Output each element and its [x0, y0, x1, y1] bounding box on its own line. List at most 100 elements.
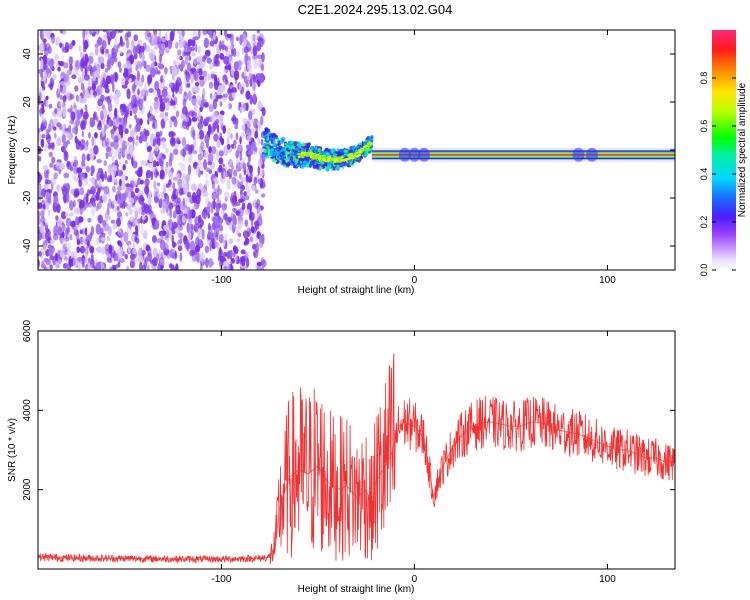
noise-speckle	[120, 49, 123, 55]
noise-speckle	[193, 103, 198, 112]
noise-speckle	[98, 179, 102, 188]
noise-speckle	[258, 124, 262, 132]
noise-speckle	[48, 197, 52, 204]
noise-speckle	[189, 240, 195, 252]
noise-speckle	[91, 71, 97, 82]
noise-speckle	[135, 255, 139, 263]
noise-speckle	[219, 217, 224, 224]
noise-speckle	[105, 75, 112, 85]
transition-blob	[297, 162, 301, 165]
noise-speckle	[236, 158, 240, 165]
noise-speckle	[178, 85, 183, 95]
noise-speckle	[85, 192, 89, 204]
noise-speckle	[211, 180, 216, 190]
noise-speckle	[41, 93, 46, 99]
noise-speckle	[69, 94, 75, 100]
noise-speckle	[222, 252, 227, 257]
transition-blob	[263, 148, 268, 154]
noise-speckle	[87, 79, 91, 90]
noise-speckle	[222, 239, 226, 247]
transition-blob	[330, 149, 334, 154]
noise-speckle	[140, 160, 147, 166]
colorbar-ticks: 0.0 0.2 0.4 0.6 0.8	[699, 72, 736, 276]
noise-speckle	[149, 105, 153, 115]
noise-speckle	[93, 112, 96, 120]
snr-x-label: Height of straight line (km)	[298, 584, 415, 595]
noise-speckle	[226, 127, 232, 138]
noise-speckle	[127, 243, 131, 254]
transition-blob	[351, 145, 356, 150]
noise-speckle	[153, 168, 159, 179]
noise-speckle	[119, 178, 122, 187]
noise-speckle	[186, 62, 191, 72]
noise-speckle	[197, 153, 203, 161]
noise-speckle	[55, 39, 58, 46]
noise-speckle	[186, 46, 192, 54]
noise-speckle	[210, 92, 213, 100]
noise-speckle	[198, 55, 203, 63]
noise-speckle	[84, 177, 89, 186]
noise-speckle	[168, 82, 174, 89]
noise-speckle	[256, 30, 260, 34]
noise-speckle	[98, 186, 105, 191]
noise-speckle	[141, 224, 144, 236]
noise-speckle	[111, 200, 118, 206]
noise-speckle	[158, 64, 164, 70]
noise-speckle	[231, 257, 235, 264]
noise-speckle	[106, 235, 111, 242]
carrier-bulge	[585, 147, 598, 162]
noise-speckle	[203, 159, 207, 170]
noise-speckle	[51, 156, 56, 164]
noise-speckle	[147, 252, 152, 262]
noise-speckle	[63, 141, 68, 149]
noise-speckle	[94, 132, 98, 139]
noise-speckle	[244, 195, 250, 201]
noise-speckle	[47, 209, 51, 217]
y-tick-label: 40	[22, 48, 33, 60]
noise-speckle	[256, 41, 262, 52]
noise-speckle	[154, 144, 160, 152]
noise-speckle	[55, 161, 61, 167]
noise-speckle	[181, 136, 187, 147]
noise-speckle	[207, 213, 210, 219]
noise-speckle	[112, 81, 115, 93]
noise-speckle	[154, 44, 158, 50]
noise-speckle	[195, 194, 201, 205]
noise-speckle	[253, 176, 258, 185]
noise-speckle	[89, 148, 94, 156]
noise-speckle	[83, 30, 90, 39]
noise-speckle	[109, 93, 113, 101]
noise-speckle	[191, 205, 196, 210]
noise-speckle	[82, 119, 87, 130]
noise-speckle	[73, 159, 79, 167]
noise-speckle	[124, 71, 131, 81]
noise-speckle	[53, 172, 58, 180]
noise-speckle	[202, 70, 208, 78]
noise-speckle	[114, 252, 119, 262]
noise-speckle	[144, 178, 150, 187]
noise-speckle	[82, 258, 86, 264]
transition-core	[354, 152, 358, 155]
noise-speckle	[161, 200, 167, 212]
noise-speckle	[239, 189, 244, 199]
noise-speckle	[91, 206, 95, 216]
noise-speckle	[235, 60, 241, 67]
noise-speckle	[154, 121, 158, 133]
noise-speckle	[177, 49, 182, 56]
noise-speckle	[170, 136, 176, 147]
spectrogram-y-axis: -40 -20 0 20 40	[22, 48, 675, 253]
transition-blob	[337, 152, 342, 156]
noise-speckle	[240, 255, 246, 267]
noise-speckle	[161, 43, 166, 50]
noise-speckle	[213, 55, 219, 65]
noise-speckle	[83, 145, 89, 151]
noise-speckle	[186, 191, 191, 198]
noise-speckle	[100, 62, 105, 70]
noise-speckle	[176, 54, 181, 61]
noise-speckle	[111, 155, 115, 162]
noise-speckle	[48, 103, 53, 109]
transition-core	[298, 153, 302, 156]
noise-speckle	[175, 80, 179, 86]
noise-speckle	[188, 110, 195, 117]
noise-speckle	[246, 118, 252, 129]
